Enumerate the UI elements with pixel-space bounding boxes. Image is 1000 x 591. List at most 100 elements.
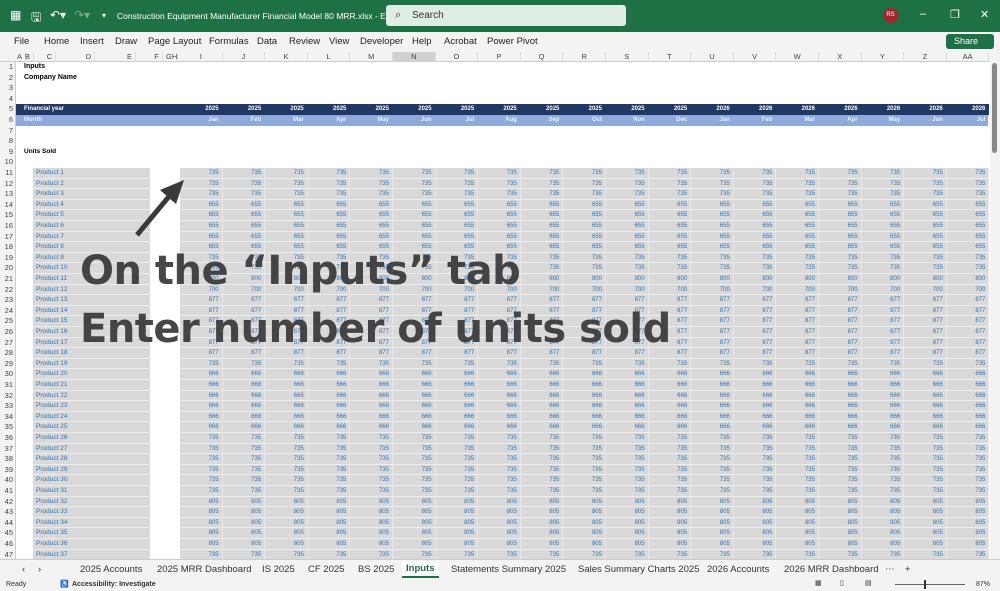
units-input-cell[interactable]: 666 xyxy=(393,411,436,423)
units-input-cell[interactable]: 735 xyxy=(180,178,223,190)
units-input-cell[interactable]: 735 xyxy=(691,475,734,486)
units-input-cell[interactable]: 655 xyxy=(307,210,351,221)
units-input-cell[interactable]: 877 xyxy=(733,348,777,359)
units-input-cell[interactable]: 655 xyxy=(435,199,479,211)
units-input-cell[interactable]: 666 xyxy=(946,390,990,402)
units-input-cell[interactable]: 877 xyxy=(733,305,777,317)
product-name-cell[interactable]: Product 7 xyxy=(33,231,150,243)
units-input-cell[interactable]: 800 xyxy=(478,274,521,285)
units-input-cell[interactable]: 666 xyxy=(861,401,905,412)
units-input-cell[interactable]: 735 xyxy=(393,178,436,190)
units-input-cell[interactable]: 805 xyxy=(776,539,819,550)
units-input-cell[interactable]: 735 xyxy=(307,464,351,476)
units-input-cell[interactable]: 700 xyxy=(904,284,947,296)
units-input-cell[interactable]: 735 xyxy=(307,358,351,370)
units-input-cell[interactable]: 805 xyxy=(648,528,692,539)
row-number[interactable]: 12 xyxy=(4,178,13,188)
units-input-cell[interactable]: 655 xyxy=(819,199,862,211)
row-number[interactable]: 41 xyxy=(4,486,13,495)
units-input-cell[interactable]: 655 xyxy=(776,242,819,253)
units-input-cell[interactable]: 735 xyxy=(350,443,393,455)
units-input-cell[interactable]: 800 xyxy=(265,274,308,285)
units-input-cell[interactable]: 800 xyxy=(393,274,436,285)
units-input-cell[interactable]: 666 xyxy=(648,369,692,380)
units-input-cell[interactable]: 655 xyxy=(265,199,308,211)
units-input-cell[interactable]: 666 xyxy=(265,390,308,402)
units-input-cell[interactable]: 735 xyxy=(776,178,819,190)
units-input-cell[interactable]: 735 xyxy=(606,486,649,497)
units-input-cell[interactable]: 735 xyxy=(435,549,479,559)
units-input-cell[interactable]: 735 xyxy=(733,443,777,455)
units-input-cell[interactable]: 735 xyxy=(435,358,479,370)
units-input-cell[interactable]: 655 xyxy=(946,221,990,232)
units-input-cell[interactable]: 735 xyxy=(222,358,266,370)
units-input-cell[interactable]: 805 xyxy=(307,507,351,518)
units-input-cell[interactable]: 735 xyxy=(861,189,905,200)
row-number[interactable]: 20 xyxy=(4,263,13,273)
units-input-cell[interactable]: 666 xyxy=(435,380,479,391)
units-input-cell[interactable]: 655 xyxy=(606,242,649,253)
units-input-cell[interactable]: 735 xyxy=(946,252,990,264)
units-input-cell[interactable]: 735 xyxy=(733,168,777,179)
product-name-cell[interactable]: Product 19 xyxy=(33,358,150,370)
units-input-cell[interactable]: 735 xyxy=(307,252,351,264)
units-input-cell[interactable]: 666 xyxy=(180,390,223,402)
units-input-cell[interactable]: 877 xyxy=(819,327,862,338)
units-input-cell[interactable]: 877 xyxy=(733,337,777,349)
units-input-cell[interactable]: 800 xyxy=(904,274,947,285)
units-input-cell[interactable]: 666 xyxy=(435,369,479,380)
units-input-cell[interactable]: 877 xyxy=(904,316,947,327)
units-input-cell[interactable]: 805 xyxy=(307,528,351,539)
units-input-cell[interactable]: 805 xyxy=(222,539,266,550)
units-input-cell[interactable]: 666 xyxy=(520,390,564,402)
units-input-cell[interactable]: 655 xyxy=(904,210,947,221)
units-input-cell[interactable]: 666 xyxy=(648,411,692,423)
units-input-cell[interactable]: 805 xyxy=(563,539,606,550)
row-number[interactable]: 33 xyxy=(4,401,13,411)
column-header-letter[interactable]: N xyxy=(393,52,436,62)
units-input-cell[interactable]: 735 xyxy=(520,178,564,190)
units-input-cell[interactable]: 735 xyxy=(393,358,436,370)
units-input-cell[interactable]: 666 xyxy=(606,422,649,433)
units-input-cell[interactable]: 877 xyxy=(861,337,905,349)
units-input-cell[interactable]: 655 xyxy=(606,221,649,232)
units-input-cell[interactable]: 735 xyxy=(648,443,692,455)
units-input-cell[interactable]: 877 xyxy=(904,295,947,306)
units-input-cell[interactable]: 805 xyxy=(648,496,692,508)
units-input-cell[interactable]: 666 xyxy=(819,380,862,391)
units-input-cell[interactable]: 877 xyxy=(350,348,393,359)
units-input-cell[interactable]: 805 xyxy=(946,539,990,550)
units-input-cell[interactable]: 666 xyxy=(648,380,692,391)
units-input-cell[interactable]: 877 xyxy=(904,305,947,317)
units-input-cell[interactable]: 805 xyxy=(520,507,564,518)
units-input-cell[interactable]: 805 xyxy=(691,496,734,508)
units-input-cell[interactable]: 735 xyxy=(946,443,990,455)
product-name-cell[interactable]: Product 35 xyxy=(33,528,150,539)
units-input-cell[interactable]: 655 xyxy=(350,199,393,211)
units-input-cell[interactable]: 877 xyxy=(776,295,819,306)
units-input-cell[interactable]: 735 xyxy=(563,168,606,179)
units-input-cell[interactable]: 735 xyxy=(776,464,819,476)
units-input-cell[interactable]: 805 xyxy=(180,507,223,518)
units-input-cell[interactable]: 805 xyxy=(776,517,819,529)
units-input-cell[interactable]: 735 xyxy=(180,464,223,476)
units-input-cell[interactable]: 735 xyxy=(180,454,223,465)
units-input-cell[interactable]: 877 xyxy=(648,295,692,306)
units-input-cell[interactable]: 805 xyxy=(691,528,734,539)
units-input-cell[interactable]: 655 xyxy=(307,231,351,243)
units-input-cell[interactable]: 735 xyxy=(478,475,521,486)
units-input-cell[interactable]: 877 xyxy=(946,348,990,359)
units-input-cell[interactable]: 666 xyxy=(861,369,905,380)
product-name-cell[interactable]: Product 6 xyxy=(33,221,150,232)
product-name-cell[interactable]: Product 16 xyxy=(33,327,150,338)
scroll-thumb[interactable] xyxy=(992,63,997,153)
units-input-cell[interactable]: 666 xyxy=(733,390,777,402)
units-input-cell[interactable]: 800 xyxy=(946,274,990,285)
units-input-cell[interactable]: 735 xyxy=(222,486,266,497)
units-input-cell[interactable]: 735 xyxy=(776,263,819,274)
units-input-cell[interactable]: 735 xyxy=(393,475,436,486)
units-input-cell[interactable]: 666 xyxy=(691,411,734,423)
units-input-cell[interactable]: 805 xyxy=(520,539,564,550)
units-input-cell[interactable]: 805 xyxy=(606,496,649,508)
units-input-cell[interactable]: 735 xyxy=(350,358,393,370)
